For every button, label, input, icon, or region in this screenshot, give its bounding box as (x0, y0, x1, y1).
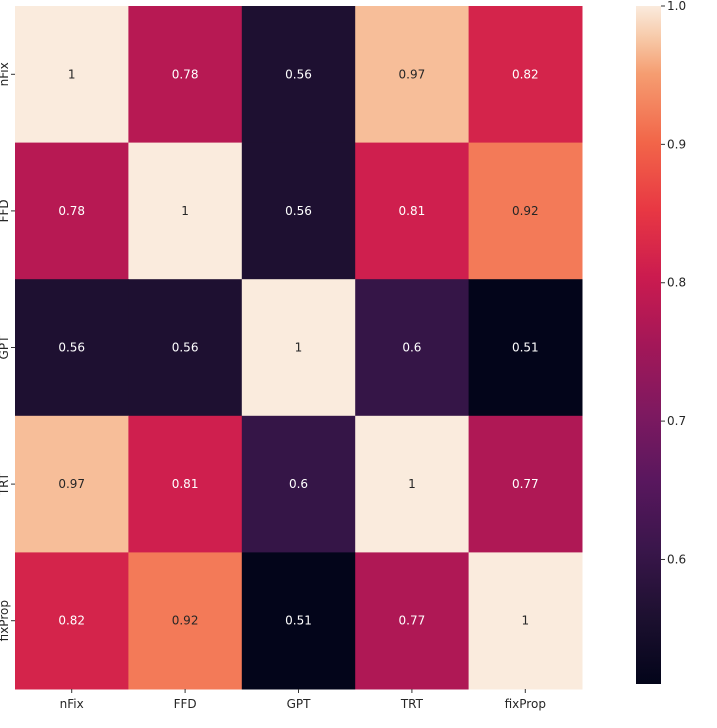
cell-annotation: 0.82 (512, 67, 539, 81)
heatmap-cell-FFD-TRT (355, 142, 470, 280)
heatmap-cell-nFix-fixProp (468, 6, 583, 144)
colorbar: 0.6 0.7 0.8 0.9 1.0 (636, 0, 686, 684)
heatmap-cell-TRT-GPT (241, 415, 356, 553)
colorbar-tick-label: 0.7 (667, 414, 686, 428)
y-tick-label: fixProp (0, 600, 11, 641)
colorbar-tick-label: 0.6 (667, 552, 686, 566)
y-tick-label: TRT (0, 472, 11, 496)
y-tick-label: nFix (0, 62, 11, 86)
cell-annotation: 0.77 (512, 477, 539, 491)
heatmap-cell-FFD-nFix (15, 142, 129, 280)
heatmap-cell-nFix-TRT (355, 6, 470, 144)
colorbar-tick-label: 1.0 (667, 0, 686, 13)
heatmap-cell-FFD-fixProp (468, 142, 583, 280)
heatmap-cells: 1 0.78 0.56 0.97 0.82 0.78 1 0.56 0.81 0.92 0.56 0.… (15, 6, 583, 690)
heatmap-cell-fixProp-nFix (15, 552, 129, 690)
cell-annotation: 0.78 (58, 204, 85, 218)
heatmap-cell-TRT-nFix (15, 415, 129, 553)
cell-annotation: 0.82 (58, 614, 85, 628)
cell-annotation: 0.92 (512, 204, 539, 218)
cell-annotation: 1 (408, 477, 416, 491)
cell-annotation: 0.56 (58, 341, 85, 355)
heatmap-cell-nFix-nFix (15, 6, 129, 144)
y-tick-label: FFD (0, 199, 11, 222)
x-tick-label: GPT (287, 697, 312, 711)
cell-annotation: 0.51 (512, 341, 539, 355)
colorbar-tick-label: 0.9 (667, 137, 686, 151)
heatmap-cell-nFix-FFD (128, 6, 243, 144)
cell-annotation: 0.56 (285, 204, 312, 218)
cell-annotation: 0.97 (58, 477, 85, 491)
cell-annotation: 0.78 (172, 67, 199, 81)
cell-annotation: 0.77 (399, 614, 426, 628)
colorbar-gradient (636, 6, 661, 684)
heatmap-cell-GPT-TRT (355, 279, 470, 417)
heatmap-cell-fixProp-GPT (241, 552, 356, 690)
heatmap-cell-FFD-FFD (128, 142, 243, 280)
heatmap-cell-GPT-fixProp (468, 279, 583, 417)
cell-annotation: 1 (68, 67, 76, 81)
heatmap-cell-GPT-GPT (241, 279, 356, 417)
heatmap-cell-GPT-FFD (128, 279, 243, 417)
heatmap-cell-fixProp-TRT (355, 552, 470, 690)
heatmap-cell-FFD-GPT (241, 142, 356, 280)
heatmap-cell-nFix-GPT (241, 6, 356, 144)
y-axis-ticks: nFix FFD GPT TRT fixProp (0, 62, 15, 641)
x-tick-label: FFD (174, 697, 197, 711)
colorbar-tick-label: 0.8 (667, 276, 686, 290)
cell-annotation: 0.6 (289, 477, 308, 491)
heatmap-cell-fixProp-FFD (128, 552, 243, 690)
heatmap-cell-TRT-fixProp (468, 415, 583, 553)
cell-annotation: 1 (521, 614, 529, 628)
y-tick-label: GPT (0, 335, 11, 360)
x-axis-ticks: nFix FFD GPT TRT fixProp (60, 689, 546, 711)
cell-annotation: 1 (295, 341, 303, 355)
heatmap-cell-GPT-nFix (15, 279, 129, 417)
cell-annotation: 0.56 (285, 67, 312, 81)
cell-annotation: 0.56 (172, 341, 199, 355)
heatmap-cell-TRT-TRT (355, 415, 470, 553)
cell-annotation: 0.81 (172, 477, 199, 491)
heatmap-cell-fixProp-fixProp (468, 552, 583, 690)
cell-annotation: 0.51 (285, 614, 312, 628)
heatmap-cell-TRT-FFD (128, 415, 243, 553)
x-tick-label: fixProp (505, 697, 546, 711)
cell-annotation: 0.97 (399, 67, 426, 81)
cell-annotation: 0.6 (402, 341, 421, 355)
x-tick-label: nFix (60, 697, 84, 711)
cell-annotation: 0.81 (399, 204, 426, 218)
cell-annotation: 0.92 (172, 614, 199, 628)
cell-annotation: 1 (181, 204, 189, 218)
x-tick-label: TRT (400, 697, 424, 711)
